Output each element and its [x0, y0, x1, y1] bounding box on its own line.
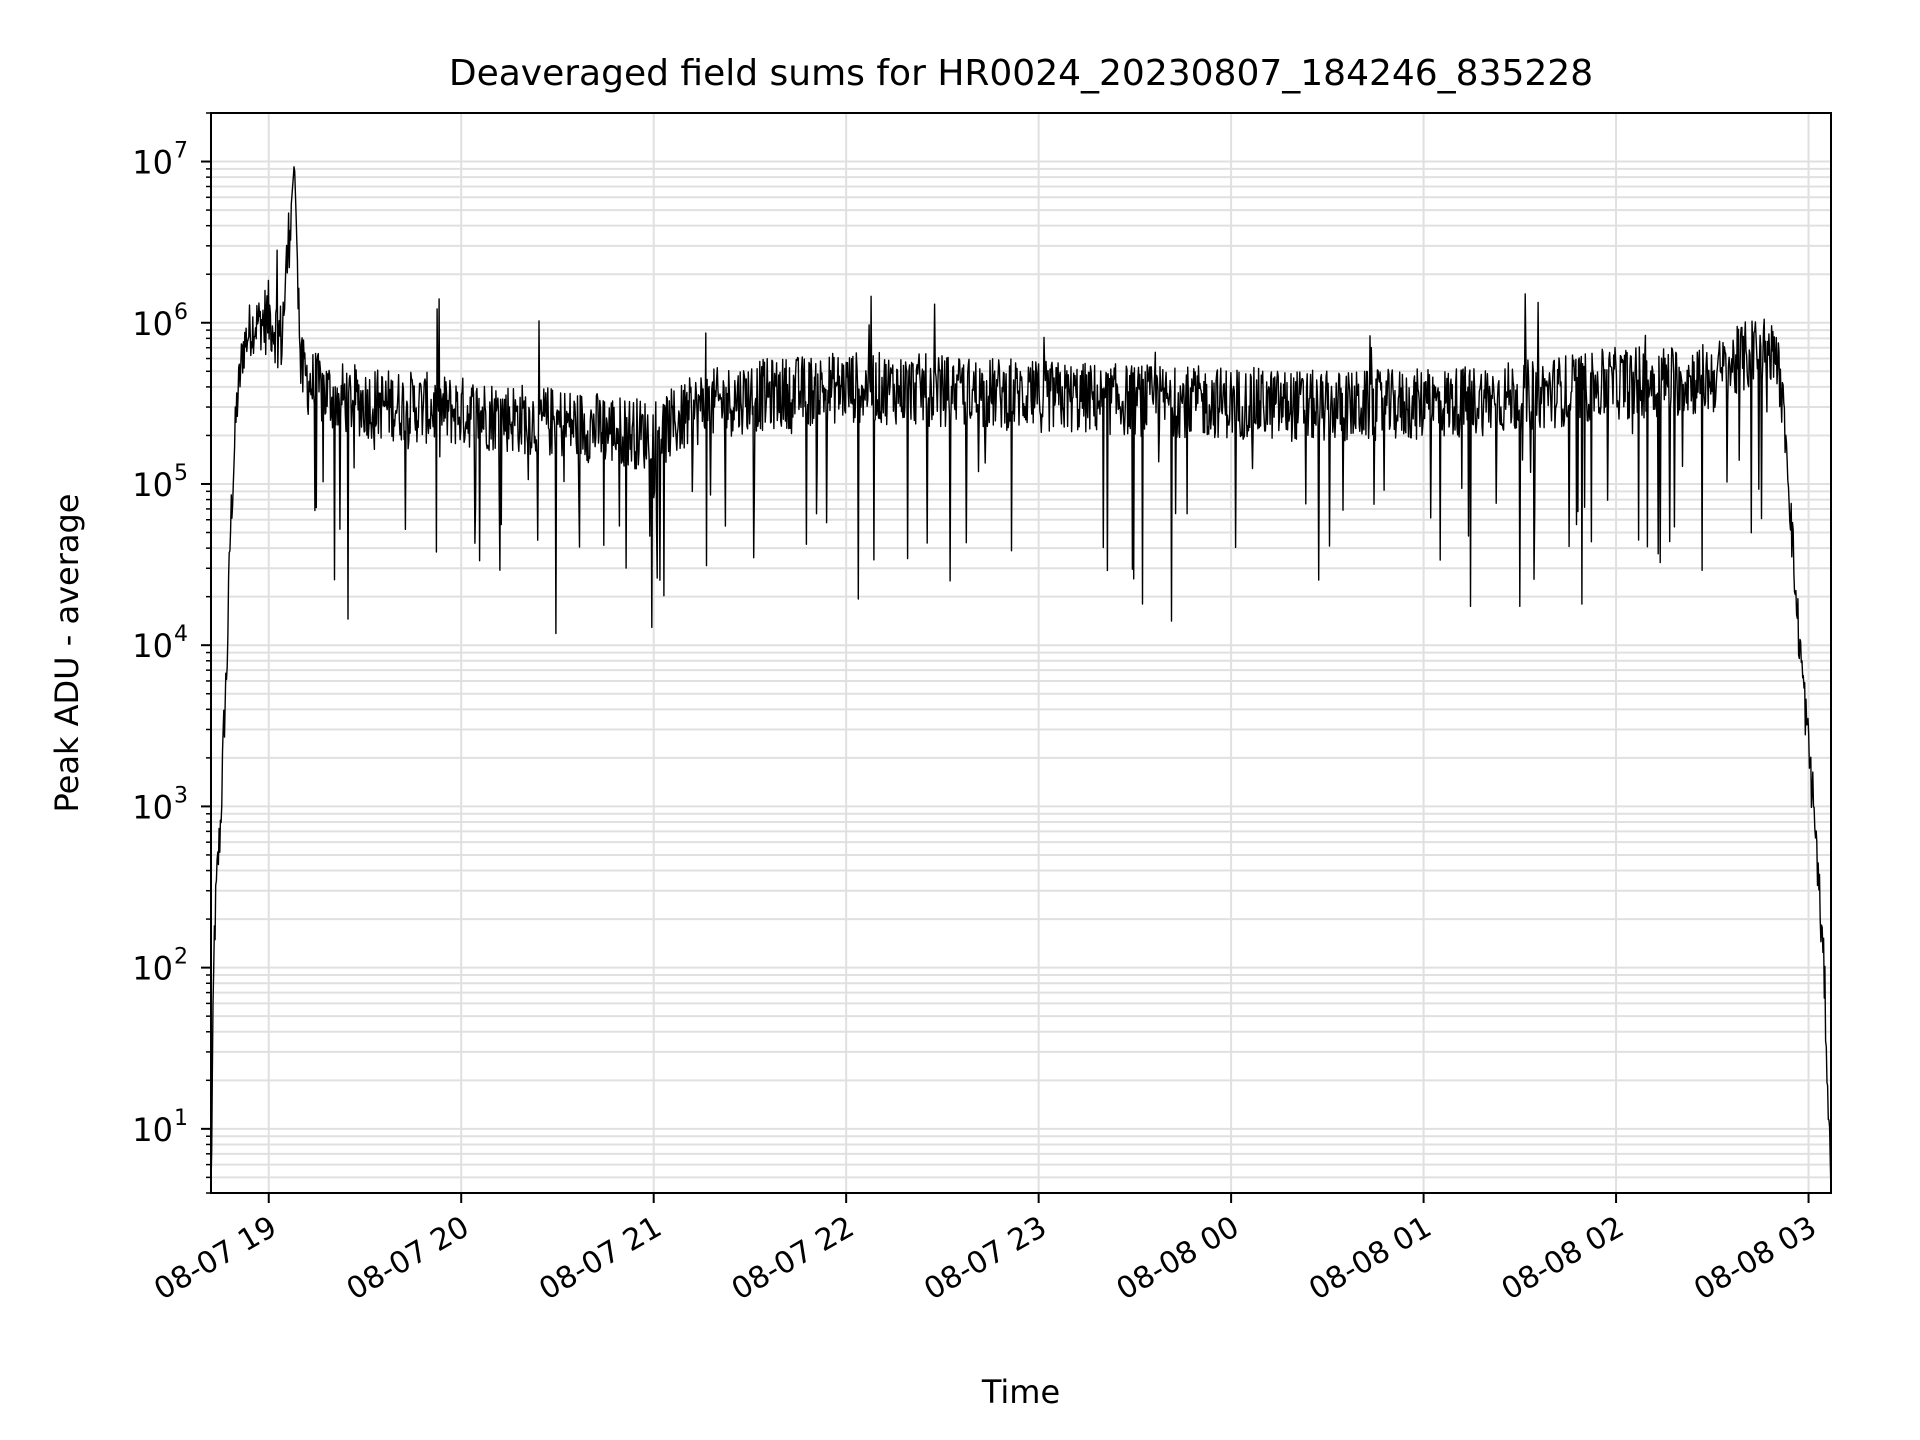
x-axis-ticks: 08-07 19 08-07 20 08-07 21 08-07 22 08-07 23…	[148, 1193, 1823, 1308]
y-tick-base: 10	[132, 466, 173, 504]
x-tick-label: 08-07 23	[918, 1210, 1052, 1308]
x-axis-label: Time	[981, 1373, 1060, 1411]
y-tick-exponent: 7	[174, 139, 188, 164]
y-tick-exponent: 5	[174, 461, 188, 486]
y-tick-base: 10	[132, 305, 173, 343]
x-tick-label: 08-08 00	[1111, 1210, 1245, 1308]
y-tick-base: 10	[132, 788, 173, 826]
series-line	[210, 166, 1832, 1194]
x-tick-label: 08-08 03	[1688, 1210, 1822, 1308]
x-tick-label: 08-08 01	[1303, 1210, 1437, 1308]
y-tick-label: 10	[132, 144, 173, 182]
y-tick-label: 10	[132, 788, 173, 826]
y-tick-label: 10	[132, 1111, 173, 1149]
grid-lines	[211, 112, 1831, 1194]
y-axis-label: Peak ADU - average	[48, 494, 86, 813]
y-tick-base: 10	[132, 1111, 173, 1149]
y-tick-exponent: 3	[174, 783, 188, 808]
y-tick-exponent: 6	[174, 300, 188, 325]
y-tick-exponent: 1	[174, 1106, 188, 1131]
chart-title: Deaveraged field sums for HR0024_2023080…	[449, 53, 1593, 94]
y-tick-exponent: 4	[174, 622, 188, 647]
y-tick-base: 10	[132, 144, 173, 182]
x-tick-label: 08-07 19	[148, 1210, 282, 1308]
y-tick-label: 10	[132, 466, 173, 504]
y-tick-label: 10	[132, 627, 173, 665]
y-tick-base: 10	[132, 627, 173, 665]
y-tick-base: 10	[132, 950, 173, 988]
x-tick-label: 08-07 22	[726, 1210, 860, 1308]
x-tick-label: 08-07 20	[341, 1210, 475, 1308]
x-tick-label: 08-08 02	[1496, 1210, 1630, 1308]
data-line	[210, 166, 1832, 1194]
y-tick-label: 10	[132, 950, 173, 988]
y-tick-label: 10	[132, 305, 173, 343]
x-tick-label: 08-07 21	[533, 1210, 667, 1308]
y-tick-exponent: 2	[174, 945, 188, 970]
